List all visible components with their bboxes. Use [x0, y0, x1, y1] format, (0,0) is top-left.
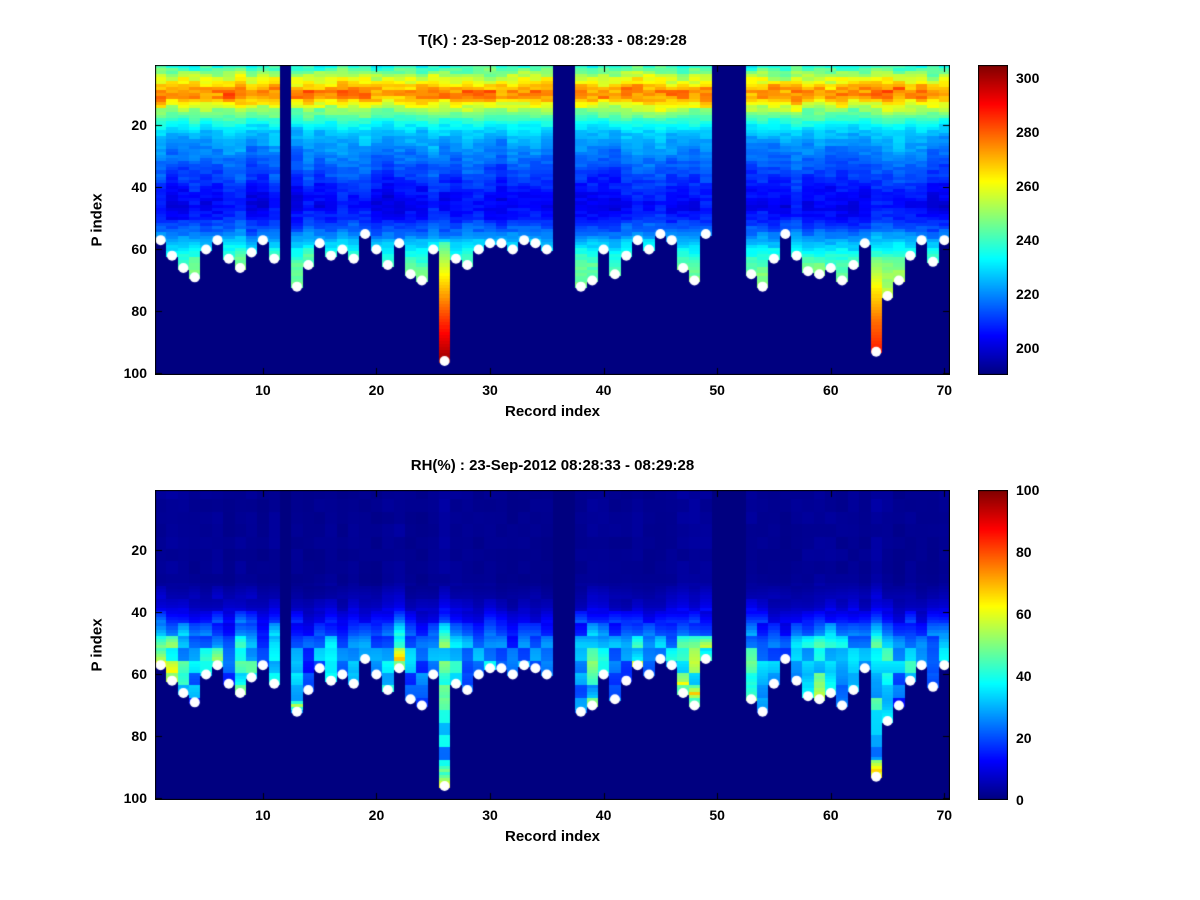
x-tick-label: 30 — [482, 382, 498, 398]
colorbar-tick-label: 0 — [1016, 792, 1024, 808]
colorbar-tick-label: 260 — [1016, 178, 1040, 195]
x-tick-label: 10 — [255, 382, 271, 398]
x-tick-label: 20 — [368, 382, 385, 398]
y-tick-label: 60 — [131, 241, 147, 258]
y-tick-label: 20 — [131, 117, 147, 134]
relative-humidity-plot: RH(%) : 23-Sep-2012 08:28:33 - 08:29:28 … — [0, 425, 1200, 900]
y-tick-label: 100 — [123, 790, 147, 807]
x-tick-label: 50 — [709, 807, 725, 823]
x-tick-label: 10 — [255, 807, 271, 823]
colorbar-tick-label: 220 — [1016, 286, 1040, 303]
temperature-plot: T(K) : 23-Sep-2012 08:28:33 - 08:29:28 P… — [0, 0, 1200, 425]
humidity-heatmap-canvas — [155, 490, 950, 800]
y-tick-label: 40 — [131, 179, 147, 196]
x-tick-label: 60 — [822, 807, 839, 823]
x-axis-label: Record index — [504, 403, 601, 420]
colorbar-tick-label: 80 — [1016, 544, 1032, 560]
plot-title: RH(%) : 23-Sep-2012 08:28:33 - 08:29:28 — [410, 457, 695, 474]
y-axis-label: P index — [88, 618, 106, 672]
y-tick-label: 20 — [131, 542, 147, 559]
y-tick-label: 80 — [131, 303, 147, 320]
y-tick-label: 80 — [131, 728, 147, 745]
plot-title: T(K) : 23-Sep-2012 08:28:33 - 08:29:28 — [418, 32, 687, 49]
colorbar-tick-label: 240 — [1016, 232, 1040, 249]
colorbar-tick-label: 20 — [1016, 730, 1032, 746]
temperature-colorbar-canvas — [978, 65, 1008, 375]
colorbar-tick-label: 300 — [1016, 70, 1040, 87]
x-axis-label: Record index — [504, 828, 601, 845]
colorbar-tick-label: 40 — [1016, 668, 1032, 684]
x-tick-label: 40 — [595, 382, 612, 398]
y-tick-label: 40 — [131, 604, 147, 621]
humidity-colorbar-canvas — [978, 490, 1008, 800]
x-tick-label: 50 — [709, 382, 725, 398]
x-tick-label: 70 — [936, 807, 953, 823]
y-axis-label: P index — [88, 193, 106, 247]
x-tick-label: 20 — [368, 807, 385, 823]
x-tick-label: 30 — [482, 807, 498, 823]
x-tick-label: 70 — [936, 382, 953, 398]
colorbar-tick-label: 280 — [1016, 124, 1040, 141]
temperature-heatmap-canvas — [155, 65, 950, 375]
y-tick-label: 60 — [131, 666, 147, 683]
y-tick-label: 100 — [123, 365, 147, 382]
colorbar-tick-label: 200 — [1016, 340, 1040, 357]
x-tick-label: 60 — [822, 382, 839, 398]
colorbar-tick-label: 100 — [1016, 482, 1040, 498]
x-tick-label: 40 — [595, 807, 612, 823]
colorbar-tick-label: 60 — [1016, 606, 1032, 622]
